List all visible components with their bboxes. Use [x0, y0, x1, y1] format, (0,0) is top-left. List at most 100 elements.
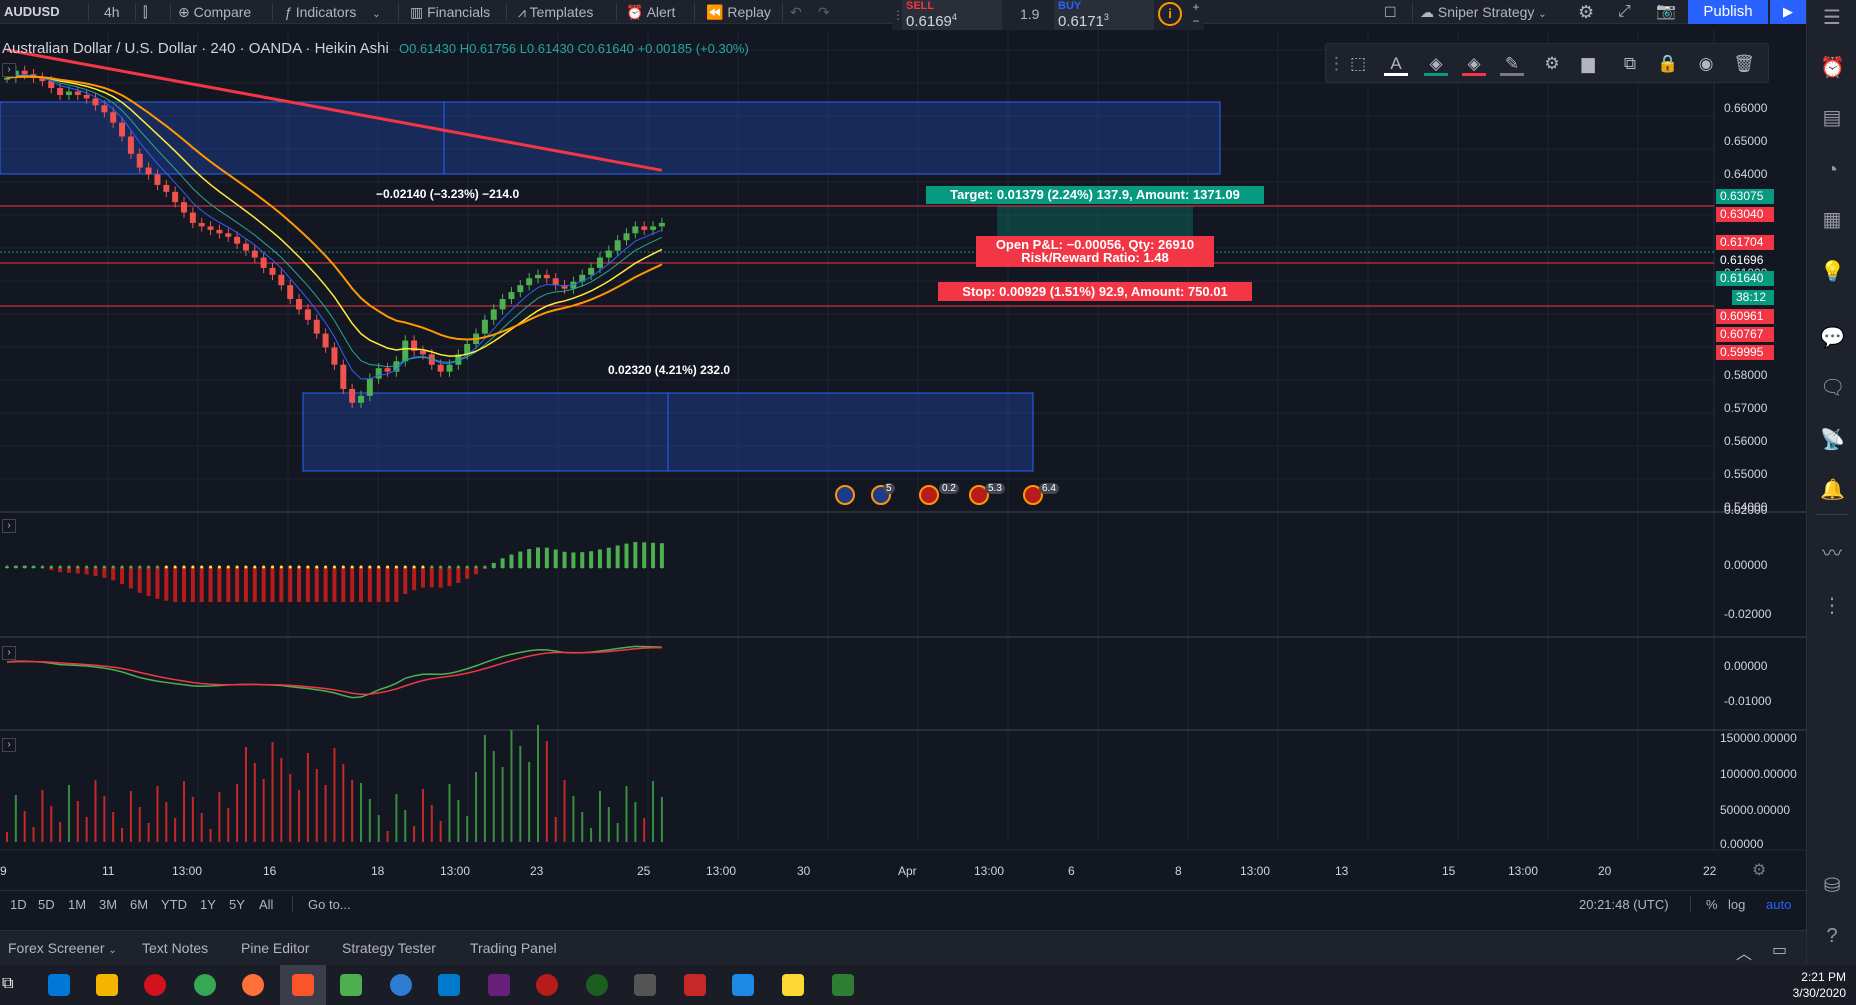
range-1d-button[interactable]: 1D	[10, 897, 27, 912]
replay-button[interactable]: ⏪ Replay	[706, 0, 771, 24]
fullscreen-button[interactable]: ⤢	[1618, 0, 1631, 24]
line-color-button[interactable]: ✎	[1500, 52, 1524, 76]
publish-button[interactable]: Publish	[1688, 0, 1768, 24]
flag-au-icon[interactable]	[835, 485, 855, 505]
buy-button[interactable]: BUY 0.61713	[1054, 0, 1154, 30]
pane-collapse-button[interactable]: ›	[2, 646, 16, 660]
app-icon-6[interactable]	[684, 974, 706, 996]
visibility-button[interactable]: ▆	[1576, 52, 1600, 76]
auto-scale-button[interactable]: auto	[1766, 897, 1792, 912]
maximize-panel-button[interactable]: ▭	[1772, 940, 1787, 960]
pine-button[interactable]: 〰	[1820, 542, 1844, 566]
notifications-button[interactable]: 🔔	[1820, 478, 1845, 502]
pane-collapse-button[interactable]: ›	[2, 63, 16, 77]
data-window-button[interactable]: ▤	[1820, 106, 1844, 130]
range-6m-button[interactable]: 6M	[130, 897, 149, 912]
financials-button[interactable]: ▥ Financials	[410, 0, 490, 24]
flag-us-icon[interactable]	[969, 485, 989, 505]
app-icon-4[interactable]	[586, 974, 608, 996]
range-1m-button[interactable]: 1M	[68, 897, 87, 912]
app-icon-8[interactable]	[832, 974, 854, 996]
sticky-notes-icon[interactable]	[782, 974, 804, 996]
brave-icon[interactable]	[292, 974, 314, 996]
undo-button[interactable]: ↶	[790, 0, 802, 24]
hide-button[interactable]: ◉	[1694, 52, 1718, 76]
range-3m-button[interactable]: 3M	[99, 897, 118, 912]
vscode-icon[interactable]	[438, 974, 460, 996]
axis-settings-button[interactable]: ⚙	[1752, 860, 1766, 880]
chart-canvas[interactable]	[0, 30, 1806, 880]
calendar-button[interactable]: ▦	[1820, 208, 1844, 232]
settings-button[interactable]: ⚙	[1578, 0, 1594, 24]
chats-button[interactable]: 💬	[1820, 326, 1845, 350]
drag-handle-icon[interactable]: ⋮	[1328, 54, 1345, 73]
app-icon-2[interactable]	[390, 974, 412, 996]
help-button[interactable]: ?	[1820, 924, 1844, 948]
app-icon-7[interactable]	[732, 974, 754, 996]
edge-icon[interactable]	[48, 974, 70, 996]
tab-trading-panel[interactable]: Trading Panel	[470, 940, 557, 956]
layout-button[interactable]: ☐	[1384, 0, 1397, 24]
range-5d-button[interactable]: 5D	[38, 897, 55, 912]
redo-button[interactable]: ↷	[818, 0, 830, 24]
range-5y-button[interactable]: 5Y	[229, 897, 245, 912]
collapse-panel-button[interactable]: ︿	[1736, 940, 1752, 964]
log-scale-button[interactable]: log	[1728, 897, 1746, 912]
open-pnl-box[interactable]: Open P&L: −0.00056, Qty: 26910 Risk/Rewa…	[976, 236, 1214, 267]
fill-color-button-2[interactable]: ◈	[1462, 52, 1486, 76]
pane-collapse-button[interactable]: ›	[2, 519, 16, 533]
task-view-icon[interactable]: ⧉	[2, 975, 14, 992]
utc-clock[interactable]: 20:21:48 (UTC)	[1579, 897, 1669, 912]
template-button[interactable]: ⬚	[1346, 52, 1370, 76]
chart-type-button[interactable]: ⫿	[143, 0, 147, 24]
range-1y-button[interactable]: 1Y	[200, 897, 216, 912]
delete-button[interactable]: 🗑	[1732, 52, 1756, 76]
app-icon[interactable]	[340, 974, 362, 996]
order-book-button[interactable]: ⛁	[1820, 874, 1844, 898]
alerts-button[interactable]: ⏰	[1820, 56, 1845, 80]
opera-icon[interactable]	[144, 974, 166, 996]
clone-button[interactable]: ⧉	[1618, 52, 1642, 76]
play-button[interactable]: ▶	[1770, 0, 1806, 24]
quantity-increase-button[interactable]: +	[1188, 0, 1204, 14]
drag-handle-icon[interactable]: ⋮	[892, 8, 904, 22]
chrome-icon[interactable]	[194, 974, 216, 996]
firefox-icon[interactable]	[242, 974, 264, 996]
interval-button[interactable]: 4h	[104, 4, 120, 20]
indicators-button[interactable]: ƒ Indicators ⌄	[284, 0, 381, 24]
fill-color-button[interactable]: ◈	[1424, 52, 1448, 76]
watchlist-button[interactable]: ☰	[1820, 6, 1844, 30]
stop-label[interactable]: Stop: 0.00929 (1.51%) 92.9, Amount: 750.…	[938, 282, 1252, 301]
tab-text-notes[interactable]: Text Notes	[142, 940, 209, 956]
flag-us-icon[interactable]	[1023, 485, 1043, 505]
text-color-button[interactable]: A	[1384, 52, 1408, 76]
sell-button[interactable]: SELL 0.61694	[902, 0, 1002, 30]
range-ytd-button[interactable]: YTD	[161, 897, 187, 912]
tab-pine-editor[interactable]: Pine Editor	[241, 940, 310, 956]
ideas-button[interactable]: 💡	[1820, 260, 1845, 284]
hotlists-button[interactable]: ◔	[1820, 158, 1844, 182]
tab-forex-screener[interactable]: Forex Screener ⌄	[8, 940, 117, 956]
snapshot-button[interactable]: 📷	[1656, 0, 1676, 24]
object-tree-button[interactable]: ⋮	[1820, 594, 1844, 618]
system-clock[interactable]: 2:21 PM 3/30/2020	[1786, 969, 1846, 1001]
alert-button[interactable]: ⏰ Alert	[626, 0, 675, 24]
visual-studio-icon[interactable]	[488, 974, 510, 996]
percent-scale-button[interactable]: %	[1706, 897, 1718, 912]
info-icon[interactable]: i	[1158, 2, 1182, 26]
lock-button[interactable]: 🔒	[1656, 52, 1680, 76]
symbol-search-button[interactable]: AUDUSD	[4, 4, 60, 19]
templates-button[interactable]: ⩘ Templates	[518, 0, 593, 24]
quantity-decrease-button[interactable]: −	[1188, 14, 1204, 28]
strategy-menu-button[interactable]: ☁ Sniper Strategy ⌄	[1420, 0, 1547, 24]
app-icon-3[interactable]	[536, 974, 558, 996]
streams-button[interactable]: 📡	[1820, 428, 1845, 452]
compare-button[interactable]: ⊕ Compare	[178, 0, 251, 24]
range-all-button[interactable]: All	[259, 897, 274, 912]
settings-button[interactable]: ⚙	[1540, 52, 1564, 76]
flag-us-icon[interactable]	[919, 485, 939, 505]
app-icon-5[interactable]	[634, 974, 656, 996]
tab-strategy-tester[interactable]: Strategy Tester	[342, 940, 436, 956]
pane-collapse-button[interactable]: ›	[2, 738, 16, 752]
file-explorer-icon[interactable]	[96, 974, 118, 996]
